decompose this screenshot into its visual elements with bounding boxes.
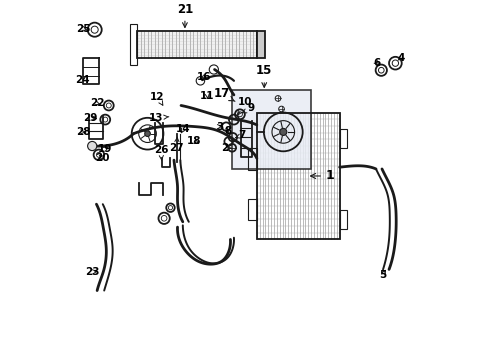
Text: 11: 11	[200, 91, 214, 100]
Bar	[339, 210, 347, 229]
Text: 29: 29	[83, 113, 98, 123]
Text: 9: 9	[242, 103, 255, 113]
Text: 4: 4	[397, 53, 404, 63]
Text: 19: 19	[97, 144, 111, 154]
Circle shape	[279, 129, 286, 135]
Text: 13: 13	[148, 113, 168, 123]
Text: 5: 5	[379, 270, 386, 280]
Bar	[256, 113, 339, 239]
Text: 6: 6	[373, 58, 380, 68]
Text: 20: 20	[95, 153, 109, 163]
Bar	[247, 199, 256, 220]
Text: 7: 7	[235, 130, 245, 140]
Circle shape	[144, 131, 150, 136]
Text: 28: 28	[76, 127, 90, 137]
Text: 8: 8	[224, 126, 231, 136]
Text: 18: 18	[187, 136, 201, 147]
Text: 1: 1	[310, 170, 334, 183]
Text: 17: 17	[213, 87, 234, 101]
Circle shape	[87, 141, 97, 150]
Text: 26: 26	[153, 145, 168, 160]
Text: 2: 2	[220, 143, 230, 153]
Text: 22: 22	[90, 98, 104, 108]
Text: 10: 10	[238, 97, 252, 115]
Bar	[130, 24, 137, 65]
Text: 24: 24	[75, 75, 89, 85]
Text: 16: 16	[196, 72, 211, 82]
Text: 15: 15	[256, 64, 272, 87]
Text: 3: 3	[216, 122, 223, 132]
FancyBboxPatch shape	[232, 90, 311, 169]
Text: 25: 25	[76, 24, 90, 33]
Bar	[137, 31, 256, 58]
Bar	[247, 148, 256, 170]
Bar	[339, 129, 347, 148]
Bar	[256, 31, 264, 58]
Text: 12: 12	[150, 92, 164, 105]
Text: 23: 23	[85, 267, 99, 277]
Text: 14: 14	[176, 125, 190, 134]
Text: 27: 27	[169, 137, 183, 153]
Text: 21: 21	[177, 3, 193, 27]
